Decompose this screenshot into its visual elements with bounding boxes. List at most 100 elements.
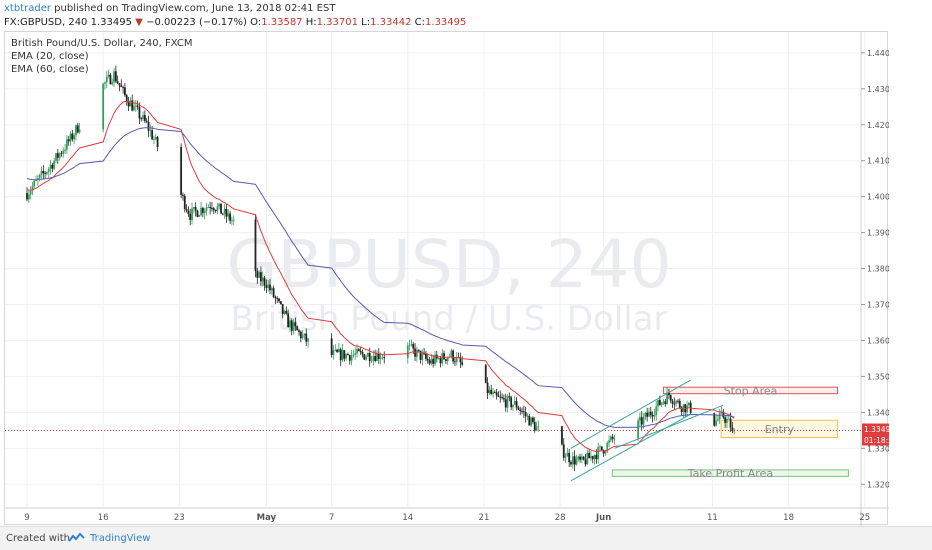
candle-body: [372, 356, 375, 361]
candle-body: [568, 452, 571, 463]
candle-body: [575, 459, 578, 465]
candle-body: [29, 191, 32, 195]
candle-body: [439, 358, 442, 364]
candle-body: [493, 392, 496, 394]
candle-body: [347, 354, 349, 356]
time-tick-label: 9: [24, 513, 29, 523]
candle-body: [517, 407, 520, 410]
close-label: C:: [414, 17, 426, 28]
candle-body: [668, 392, 670, 396]
candle-body: [356, 349, 358, 354]
chart-panel[interactable]: GBPUSD, 240 British Pound / U.S. Dollar …: [4, 31, 900, 526]
candle-body: [452, 350, 455, 362]
candle-body: [675, 400, 678, 404]
candle-body: [69, 133, 72, 142]
legend-ema20: EMA (20, close): [11, 51, 89, 62]
candle-body: [149, 130, 152, 132]
candle-body: [637, 420, 639, 439]
candle-body: [40, 170, 43, 175]
candle-body: [218, 203, 221, 207]
candle-body: [114, 71, 117, 82]
price-tick-label: 1.40000: [867, 193, 889, 202]
candle-body: [657, 399, 659, 407]
candle-body: [421, 353, 424, 360]
candle-body: [609, 436, 612, 441]
candle-body: [713, 412, 716, 426]
candle-body: [73, 135, 76, 140]
price-tick-label: 1.32000: [867, 480, 889, 489]
candle-body: [532, 417, 534, 422]
time-tick-label: 11: [707, 513, 718, 523]
candle-body: [350, 355, 353, 361]
candle-body: [499, 396, 502, 398]
candle-body: [261, 277, 264, 282]
candle-body: [345, 354, 348, 359]
candle-body: [133, 105, 135, 111]
candle-body: [588, 452, 591, 459]
channel-lines: [570, 379, 724, 482]
candle-body: [147, 121, 150, 131]
price-axis[interactable]: 1.44000 1.43000 1.42000 1.41000 1.40000 1.390…: [861, 49, 900, 489]
candle-body: [444, 359, 447, 361]
candle-body: [207, 206, 210, 208]
candle-body: [56, 153, 59, 158]
candle-body: [408, 344, 411, 346]
candle-body: [361, 351, 364, 355]
candle-body: [430, 358, 433, 364]
candle-body: [270, 288, 273, 291]
last-price-label-bg: [862, 423, 889, 435]
price-chart[interactable]: GBPUSD, 240 British Pound / U.S. Dollar …: [5, 32, 900, 526]
time-tick-label: May: [257, 513, 277, 523]
candle-body: [232, 219, 235, 221]
candle-body: [71, 133, 74, 140]
candle-body: [492, 392, 494, 394]
candle-body: [590, 456, 592, 459]
candle-body: [602, 449, 605, 454]
candle-body: [488, 389, 491, 394]
candle-body: [212, 208, 215, 211]
candle-body: [151, 130, 154, 140]
candle-body: [410, 344, 413, 345]
footer-bar: Created with TradingView: [0, 526, 932, 550]
ema-line: [26, 101, 735, 453]
candle-body: [301, 335, 304, 339]
candle-body: [78, 129, 81, 133]
price-tick-label: 1.41000: [867, 157, 889, 166]
candle-body: [354, 353, 357, 355]
candle-body: [225, 208, 228, 217]
low-label: L:: [361, 17, 371, 28]
candle-body: [76, 125, 79, 133]
candle-body: [580, 456, 583, 460]
candle-body: [586, 452, 589, 465]
username-link[interactable]: xtbtrader: [4, 3, 51, 14]
candle-body: [272, 288, 275, 297]
candle-body: [200, 207, 202, 216]
low-value: 1.33442: [370, 17, 412, 28]
zone-label: Take Profit Area: [687, 467, 773, 480]
candle-body: [646, 412, 649, 417]
last-price: 1.33495: [90, 17, 132, 28]
candle-body: [279, 301, 282, 305]
candle-body: [504, 399, 507, 408]
price-tick-label: 1.37000: [867, 301, 889, 310]
channel-line: [570, 413, 691, 482]
last-price-label: 1.33495: [864, 425, 889, 434]
candle-body: [381, 357, 384, 359]
time-axis[interactable]: 9 16 23 May 7 14 21 28 Jun 11 18 25: [24, 513, 870, 523]
candle-body: [415, 349, 418, 357]
tradingview-brand-link[interactable]: TradingView: [90, 533, 151, 544]
candle-body: [278, 298, 280, 302]
candle-body: [205, 207, 208, 211]
candle-body: [376, 353, 378, 361]
candle-body: [143, 115, 146, 121]
zone-box: [662, 386, 839, 395]
candle-body: [363, 354, 366, 360]
candle-body: [651, 414, 654, 417]
candle-body: [258, 272, 261, 278]
candle-body: [145, 120, 148, 122]
time-tick-label: 18: [783, 513, 794, 523]
candle-body: [214, 210, 217, 211]
candle-body: [60, 153, 63, 155]
candle-body: [290, 320, 293, 331]
candle-body: [337, 349, 340, 353]
